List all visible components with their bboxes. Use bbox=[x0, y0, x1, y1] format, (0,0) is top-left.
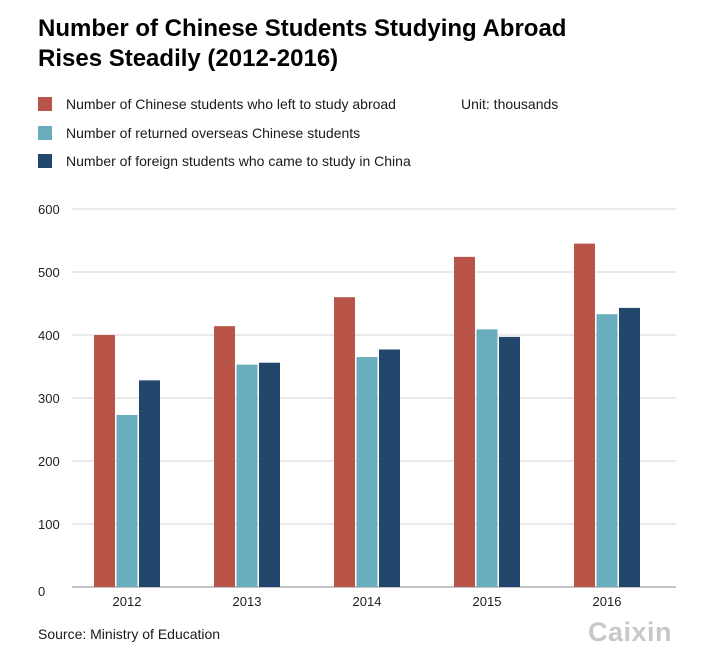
unit-label: Unit: thousands bbox=[461, 96, 559, 112]
y-tick-label: 300 bbox=[38, 391, 60, 406]
bar bbox=[94, 335, 115, 587]
bar bbox=[454, 256, 475, 587]
title-line-1: Number of Chinese Students Studying Abro… bbox=[38, 15, 567, 42]
bar bbox=[116, 415, 138, 587]
bar bbox=[259, 362, 280, 587]
bar bbox=[574, 243, 595, 587]
legend-swatch-foreign bbox=[38, 154, 52, 168]
bar bbox=[379, 349, 400, 587]
x-tick-label: 2016 bbox=[593, 594, 622, 609]
x-tick-label: 2014 bbox=[353, 594, 382, 609]
legend-item-foreign: Number of foreign students who came to s… bbox=[38, 153, 411, 169]
bar bbox=[334, 297, 355, 587]
y-tick-label: 600 bbox=[38, 202, 60, 217]
legend-swatch-left-abroad bbox=[38, 97, 52, 111]
bar bbox=[596, 314, 618, 587]
x-tick-label: 2015 bbox=[473, 594, 502, 609]
legend-item-left-abroad: Number of Chinese students who left to s… bbox=[38, 96, 396, 112]
caixin-logo: Caixin bbox=[588, 617, 673, 647]
title-line-2: Rises Steadily (2012-2016) bbox=[38, 45, 339, 72]
x-tick-label: 2012 bbox=[113, 594, 142, 609]
y-tick-label: 100 bbox=[38, 517, 60, 532]
y-tick-label: 400 bbox=[38, 328, 60, 343]
bar bbox=[236, 364, 258, 587]
bar bbox=[499, 336, 520, 587]
y-tick-label: 500 bbox=[38, 265, 60, 280]
legend-item-returned: Number of returned overseas Chinese stud… bbox=[38, 125, 360, 141]
bar bbox=[356, 357, 378, 587]
legend-swatch-returned bbox=[38, 126, 52, 140]
bar bbox=[619, 307, 640, 587]
bar bbox=[214, 326, 235, 587]
y-tick-label: 200 bbox=[38, 454, 60, 469]
y-tick-label: 0 bbox=[38, 584, 45, 599]
bar bbox=[139, 380, 160, 587]
legend-label-left-abroad: Number of Chinese students who left to s… bbox=[66, 96, 396, 112]
legend-label-returned: Number of returned overseas Chinese stud… bbox=[66, 125, 361, 141]
chart-title: Number of Chinese Students Studying Abro… bbox=[38, 14, 678, 74]
source-label: Source: Ministry of Education bbox=[38, 626, 221, 642]
x-tick-label: 2013 bbox=[233, 594, 262, 609]
bar bbox=[476, 329, 498, 587]
legend-label-foreign: Number of foreign students who came to s… bbox=[66, 153, 411, 169]
